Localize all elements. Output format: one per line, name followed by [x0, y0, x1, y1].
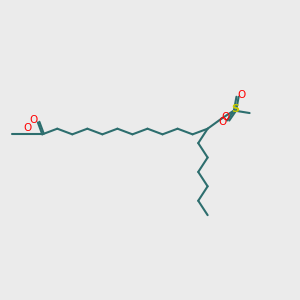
Text: S: S: [232, 104, 239, 114]
Text: O: O: [237, 90, 245, 100]
Text: O: O: [222, 112, 230, 122]
Text: O: O: [30, 115, 38, 125]
Text: O: O: [23, 123, 32, 133]
Text: O: O: [218, 117, 226, 128]
